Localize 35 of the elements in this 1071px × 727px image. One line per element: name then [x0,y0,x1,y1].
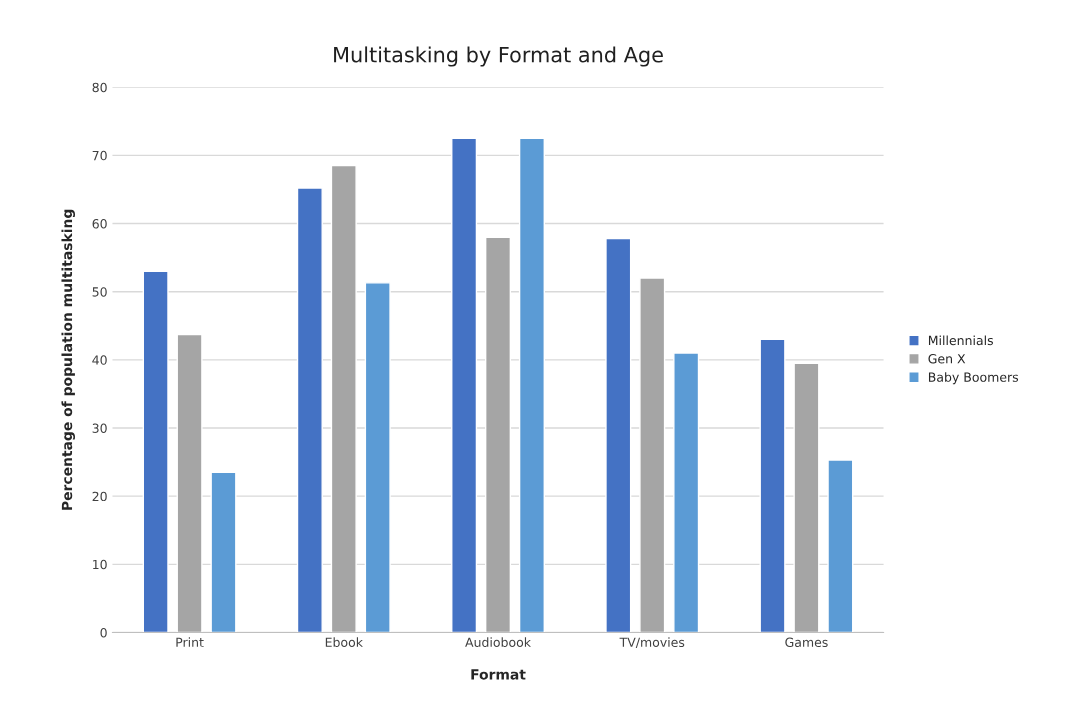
chart-title: Multitasking by Format and Age [334,46,663,67]
y-tick-label: 20 [92,491,107,502]
x-tick-label: Print [176,637,204,647]
bar [518,137,545,633]
y-tick-label: 70 [92,150,107,161]
bar [793,362,820,633]
y-axis-title: Percentage of population multitasking [61,209,76,510]
legend-label: Millennials [928,335,993,346]
bar [330,164,357,633]
bar [639,277,666,633]
y-tick-label: 80 [92,82,107,93]
y-tick-label: 30 [92,423,107,433]
x-tick-label: TV/movies [619,637,685,649]
bar [451,137,478,633]
bar [364,282,391,633]
bar [673,352,700,633]
bar [759,338,786,633]
x-tick-label: Ebook [325,637,363,648]
bar [142,270,169,633]
x-tick-label: Games [785,637,828,648]
y-tick-label: 10 [93,559,107,570]
legend-label: Gen X [928,354,966,364]
y-tick-label: 50 [92,287,107,297]
bar [210,471,237,633]
y-tick-label: 0 [100,627,107,638]
x-axis-title: Format [471,669,526,680]
bar [605,237,632,633]
bar [827,459,854,633]
y-tick-label: 60 [92,219,107,229]
legend-label: Baby Boomers [928,372,1019,385]
bar [484,236,512,633]
x-tick-label: Audiobook [465,637,531,648]
bar [176,333,203,633]
bar [296,187,323,633]
y-tick-label: 40 [92,355,107,365]
